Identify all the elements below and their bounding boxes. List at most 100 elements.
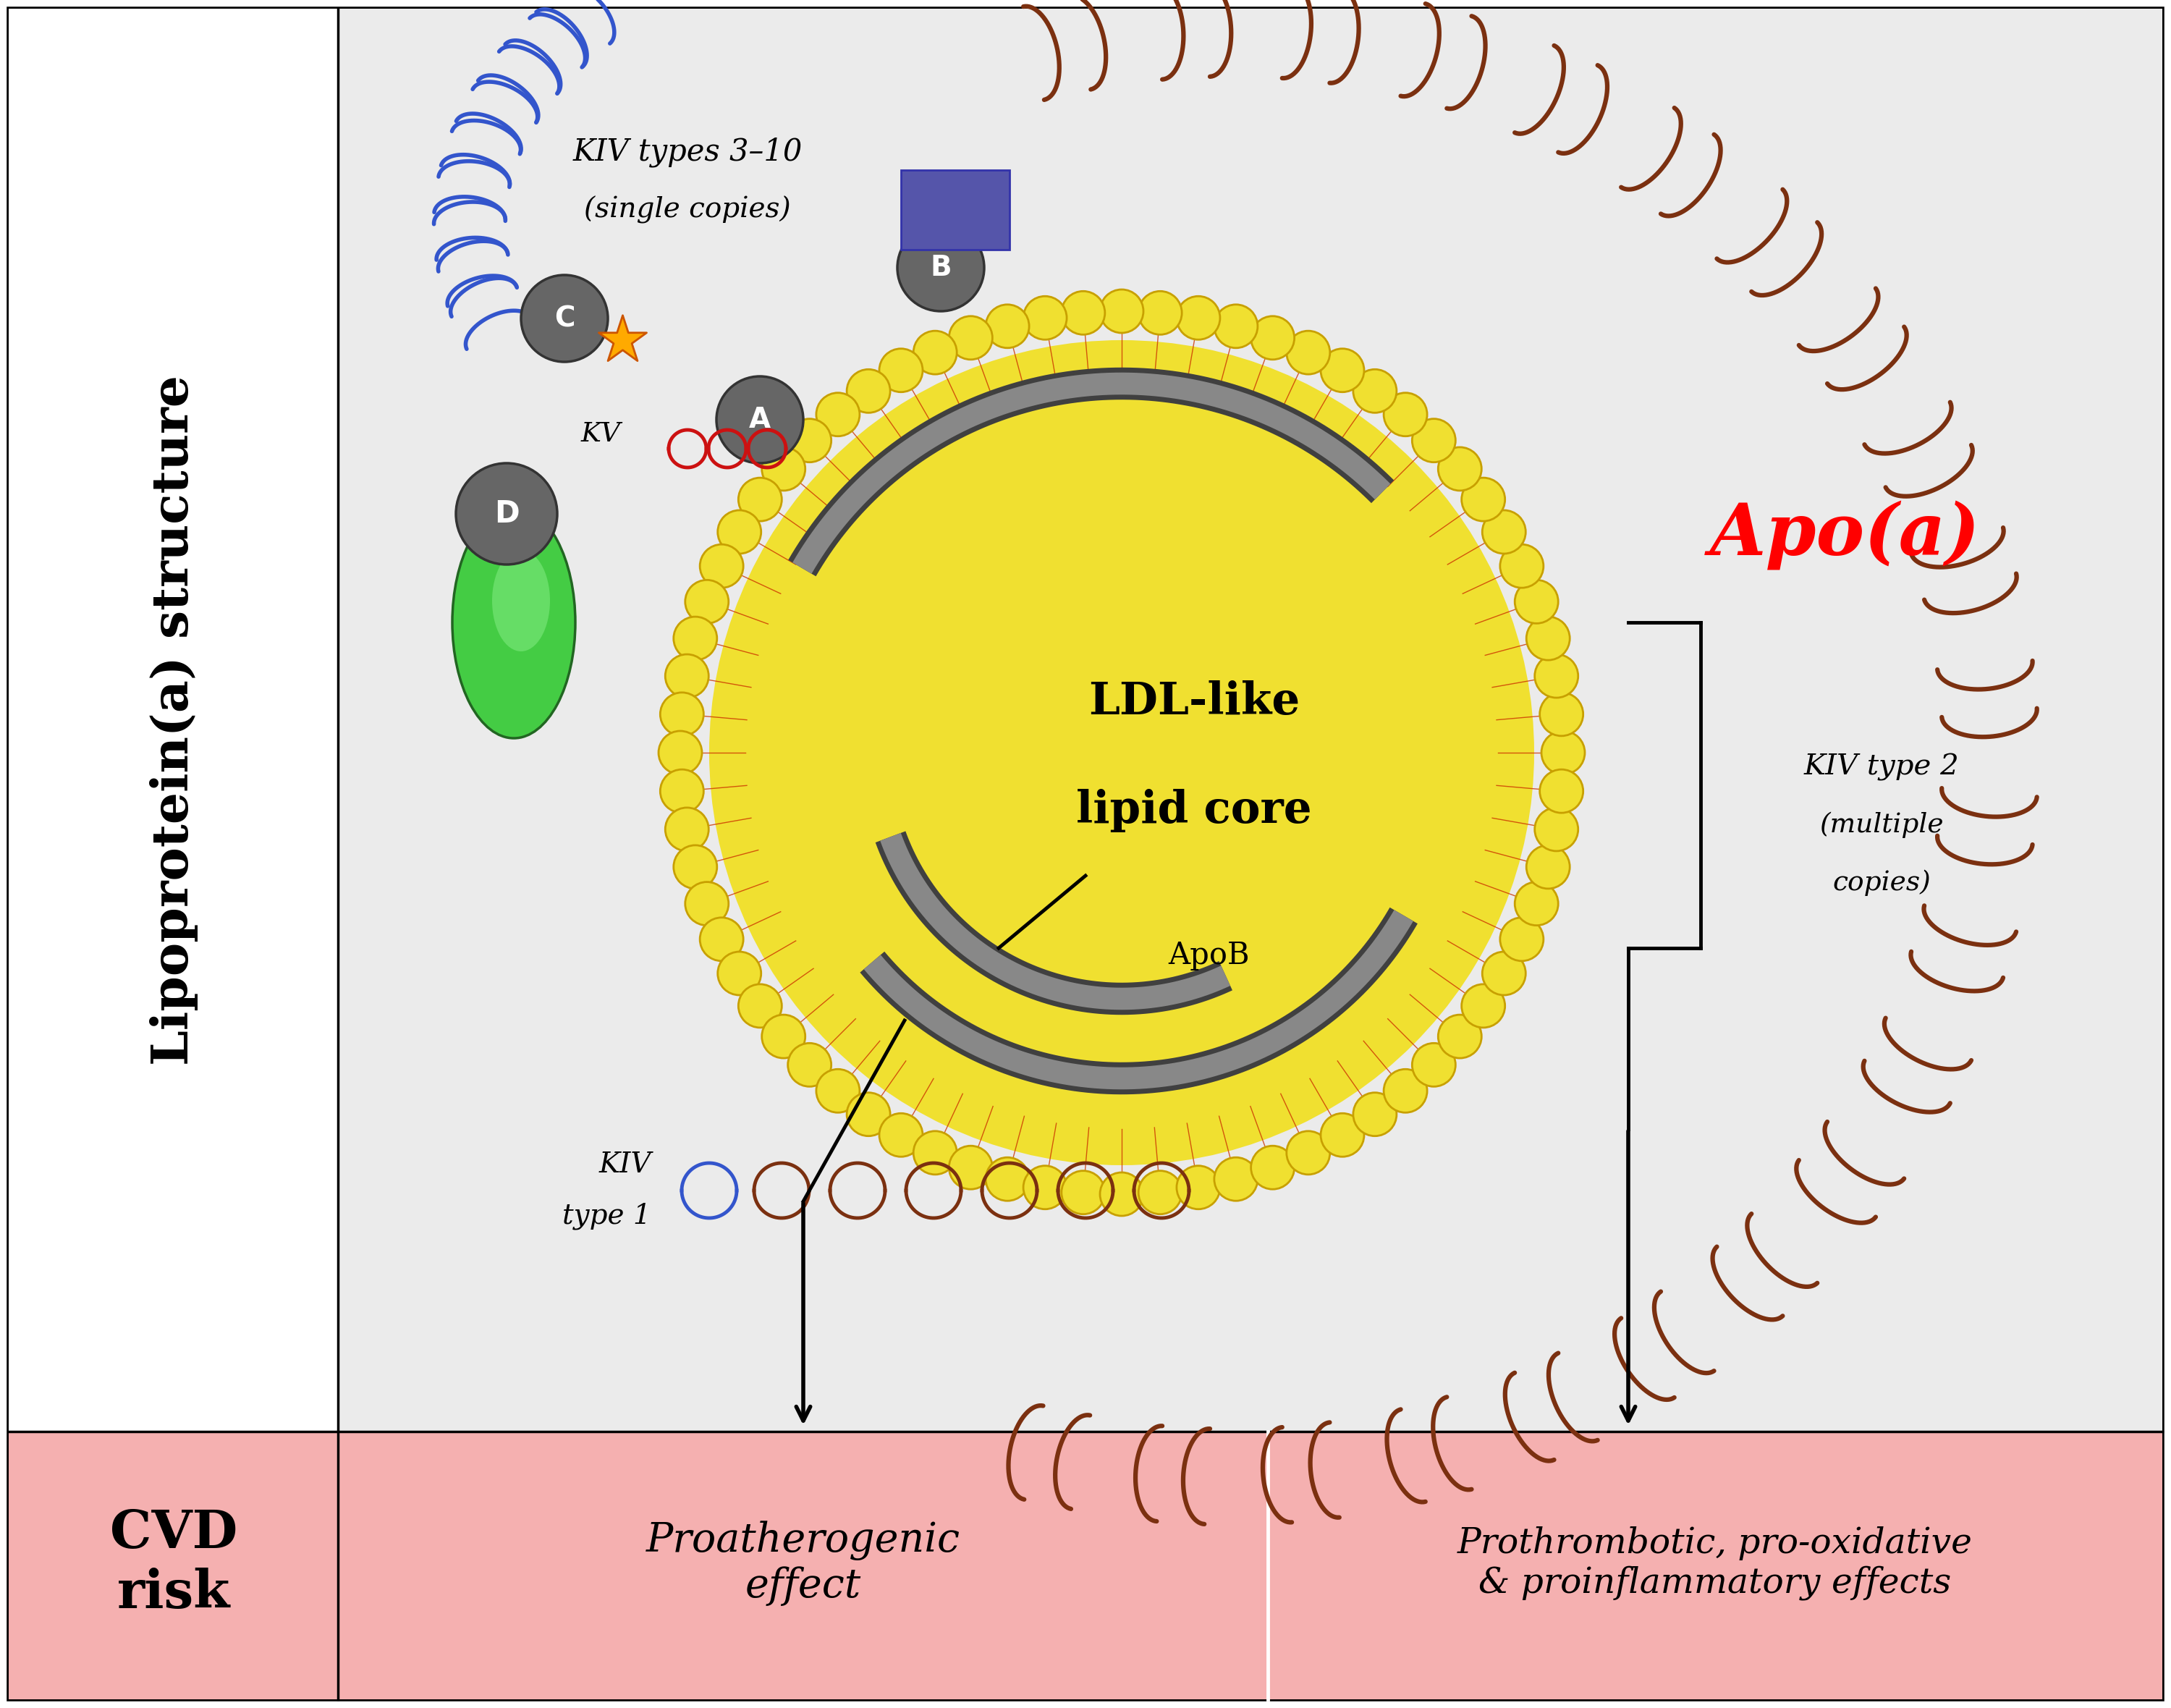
Circle shape bbox=[1062, 290, 1105, 335]
Circle shape bbox=[762, 447, 805, 490]
Circle shape bbox=[1320, 348, 1363, 393]
Ellipse shape bbox=[493, 550, 549, 651]
Circle shape bbox=[1214, 304, 1257, 348]
Circle shape bbox=[914, 331, 957, 374]
Circle shape bbox=[1500, 917, 1544, 962]
Circle shape bbox=[1101, 289, 1144, 333]
FancyBboxPatch shape bbox=[901, 171, 1010, 249]
Text: LDL-like: LDL-like bbox=[1088, 680, 1300, 724]
Circle shape bbox=[738, 984, 782, 1028]
Text: B: B bbox=[929, 254, 951, 282]
Circle shape bbox=[1483, 511, 1526, 553]
Circle shape bbox=[847, 369, 890, 413]
Circle shape bbox=[673, 845, 716, 888]
Circle shape bbox=[1062, 1170, 1105, 1214]
Ellipse shape bbox=[452, 507, 575, 738]
Circle shape bbox=[1535, 808, 1578, 851]
Circle shape bbox=[816, 393, 860, 436]
Circle shape bbox=[719, 511, 762, 553]
Circle shape bbox=[986, 304, 1029, 348]
Circle shape bbox=[1023, 1167, 1066, 1209]
Circle shape bbox=[788, 418, 831, 463]
FancyBboxPatch shape bbox=[339, 1431, 1268, 1699]
Text: Prothrombotic, pro-oxidative
& proinflammatory effects: Prothrombotic, pro-oxidative & proinflam… bbox=[1457, 1527, 1973, 1600]
Circle shape bbox=[1177, 1167, 1220, 1209]
FancyBboxPatch shape bbox=[9, 9, 2162, 1699]
Circle shape bbox=[914, 1131, 957, 1175]
Circle shape bbox=[699, 545, 742, 588]
Circle shape bbox=[1138, 1170, 1181, 1214]
Text: copies): copies) bbox=[1832, 869, 1930, 897]
Circle shape bbox=[660, 692, 703, 736]
Circle shape bbox=[716, 376, 803, 463]
Circle shape bbox=[762, 1015, 805, 1059]
Circle shape bbox=[1353, 369, 1396, 413]
Text: ApoB: ApoB bbox=[1168, 939, 1248, 970]
Circle shape bbox=[816, 1069, 860, 1112]
Circle shape bbox=[949, 1146, 992, 1189]
Circle shape bbox=[1515, 881, 1559, 926]
Point bbox=[606, 326, 640, 354]
Text: D: D bbox=[495, 499, 519, 529]
Circle shape bbox=[658, 731, 701, 774]
Circle shape bbox=[1483, 951, 1526, 996]
Circle shape bbox=[986, 1158, 1029, 1201]
Circle shape bbox=[1539, 769, 1583, 813]
Circle shape bbox=[1539, 692, 1583, 736]
Circle shape bbox=[1437, 1015, 1481, 1059]
Circle shape bbox=[1526, 617, 1570, 659]
Text: (single copies): (single copies) bbox=[584, 196, 790, 224]
Circle shape bbox=[664, 654, 708, 699]
Circle shape bbox=[664, 808, 708, 851]
Text: type 1: type 1 bbox=[562, 1202, 651, 1230]
Circle shape bbox=[1287, 1131, 1331, 1175]
Text: Proatherogenic
effect: Proatherogenic effect bbox=[647, 1520, 960, 1606]
Circle shape bbox=[879, 1114, 923, 1156]
Circle shape bbox=[1287, 331, 1331, 374]
Text: A: A bbox=[749, 407, 771, 434]
Text: Lipoprotein(a) structure: Lipoprotein(a) structure bbox=[150, 374, 198, 1066]
Circle shape bbox=[1101, 1172, 1144, 1216]
Text: KIV type 2: KIV type 2 bbox=[1804, 753, 1958, 781]
FancyBboxPatch shape bbox=[9, 1431, 339, 1699]
Text: CVD
risk: CVD risk bbox=[111, 1508, 237, 1619]
Circle shape bbox=[1411, 1044, 1455, 1086]
Circle shape bbox=[699, 917, 742, 962]
Circle shape bbox=[1383, 1069, 1426, 1112]
Circle shape bbox=[1353, 1093, 1396, 1136]
Circle shape bbox=[1500, 545, 1544, 588]
Circle shape bbox=[1023, 295, 1066, 340]
Circle shape bbox=[1214, 1158, 1257, 1201]
Circle shape bbox=[788, 1044, 831, 1086]
Circle shape bbox=[1411, 418, 1455, 463]
Circle shape bbox=[949, 316, 992, 360]
Circle shape bbox=[879, 348, 923, 393]
Circle shape bbox=[1526, 845, 1570, 888]
Circle shape bbox=[521, 275, 608, 362]
FancyBboxPatch shape bbox=[9, 9, 339, 1431]
Text: KIV types 3–10: KIV types 3–10 bbox=[573, 137, 803, 167]
Text: KV: KV bbox=[580, 422, 621, 447]
Circle shape bbox=[710, 340, 1535, 1165]
Circle shape bbox=[673, 617, 716, 659]
Circle shape bbox=[1437, 447, 1481, 490]
Circle shape bbox=[1138, 290, 1181, 335]
Circle shape bbox=[660, 769, 703, 813]
Circle shape bbox=[897, 224, 983, 311]
Circle shape bbox=[738, 478, 782, 521]
Circle shape bbox=[1461, 478, 1505, 521]
Circle shape bbox=[847, 1093, 890, 1136]
Text: C: C bbox=[554, 304, 575, 331]
Circle shape bbox=[1541, 731, 1585, 774]
Circle shape bbox=[686, 581, 729, 623]
Circle shape bbox=[1320, 1114, 1363, 1156]
Text: lipid core: lipid core bbox=[1077, 789, 1311, 832]
Circle shape bbox=[719, 951, 762, 996]
FancyBboxPatch shape bbox=[1268, 1431, 2162, 1699]
Circle shape bbox=[456, 463, 558, 565]
Circle shape bbox=[1177, 295, 1220, 340]
Text: Apo(a): Apo(a) bbox=[1711, 500, 1980, 570]
Circle shape bbox=[1250, 1146, 1294, 1189]
Text: KIV: KIV bbox=[599, 1151, 651, 1179]
Circle shape bbox=[1383, 393, 1426, 436]
